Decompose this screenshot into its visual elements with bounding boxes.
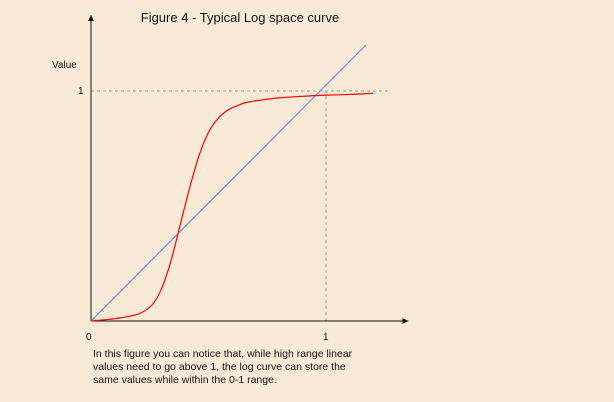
y-tick-label-1: 1 bbox=[78, 86, 84, 97]
linear-series-line bbox=[90, 44, 367, 322]
figure-caption: In this figure you can notice that, whil… bbox=[93, 348, 353, 386]
x-tick-label-1: 1 bbox=[323, 332, 329, 343]
log-curve-series-line bbox=[90, 92, 374, 322]
y-axis-label: Value bbox=[52, 60, 77, 71]
plot-layer: 0 1 1 bbox=[78, 15, 409, 343]
chart-title: Figure 4 - Typical Log space curve bbox=[140, 10, 340, 25]
x-tick-label-0: 0 bbox=[86, 332, 92, 343]
